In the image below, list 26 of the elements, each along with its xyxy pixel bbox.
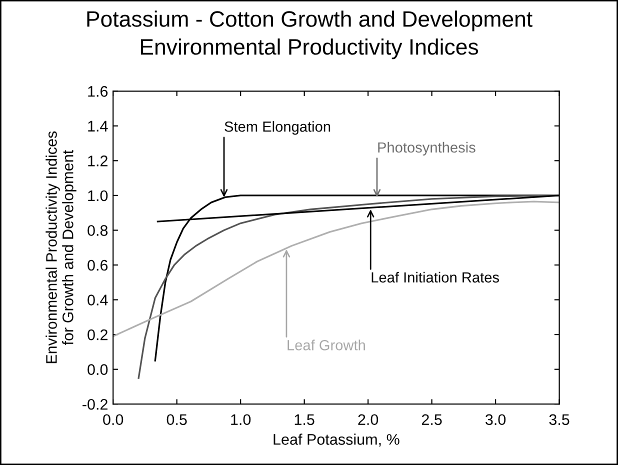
x-axis-title: Leaf Potassium, % [274,434,400,447]
x-tick-label: 3.0 [486,414,506,426]
x-tick-label: 1.0 [231,414,251,426]
chart-subtitle: Environmental Productivity Indices [141,38,478,60]
y-tick-label: 0.2 [88,329,108,340]
y-tick-label: 0.8 [88,225,108,236]
y-tick-label: 1.6 [88,86,108,97]
y-tick-label: 0.0 [88,364,108,375]
x-tick-label: 2.5 [422,414,442,426]
x-tick-label: 0.5 [166,414,187,426]
y-tick-label: 1.4 [88,120,108,132]
annotation: Leaf Initiation Rates [372,272,499,283]
x-tick-label: 1.5 [294,414,314,426]
y-tick-label: 0.4 [88,294,108,306]
x-tick-label: 3.5 [549,414,570,426]
annotation: Leaf Growth [288,340,365,350]
y-tick-label: 1.2 [88,156,108,166]
y-tick-label: 0.6 [88,260,108,271]
chart-title: Potassium - Cotton Growth and Development [87,10,532,32]
y-tick-label: -0.2 [82,398,108,410]
x-tick-label: 2.0 [358,414,378,426]
y-axis-title: Environmental Productivity Indices for Growth and Development [46,131,76,364]
x-tick-label: 0.0 [103,414,124,426]
annotation: Photosynthesis [378,142,476,156]
y-tick-label: 1.0 [88,190,108,202]
annotation: Stem Elongation [224,121,330,135]
